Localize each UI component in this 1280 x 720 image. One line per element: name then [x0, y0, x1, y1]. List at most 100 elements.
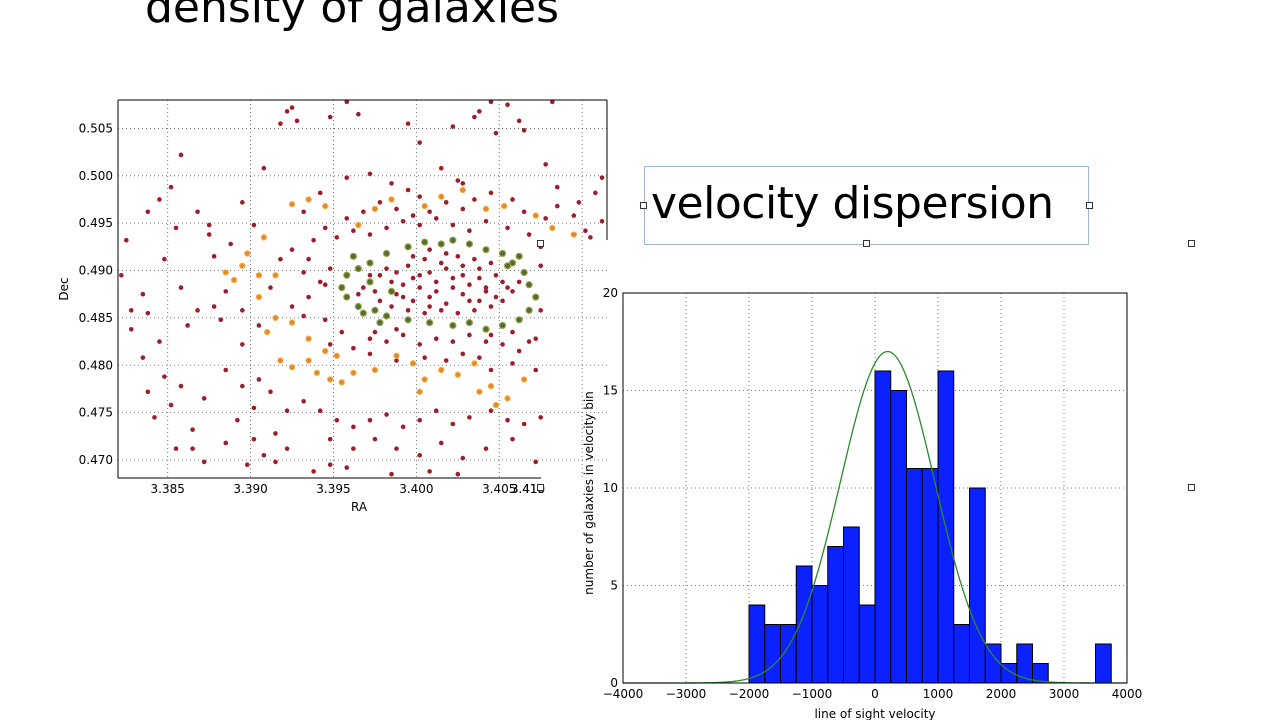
histogram-xtick-label: −3000	[666, 687, 707, 701]
histogram-xtick-label: 1000	[923, 687, 954, 701]
scatter-point-red	[394, 358, 399, 363]
scatter-point-red	[384, 266, 389, 271]
scatter-point-red	[128, 308, 134, 313]
scatter-ytick-label: 0.505	[79, 121, 113, 135]
scatter-point-red	[588, 235, 593, 240]
scatter-point-red	[294, 118, 300, 124]
scatter-xtick-label: 3.410	[511, 482, 545, 496]
image-handle-top-right[interactable]	[1188, 240, 1195, 247]
scatter-point-red	[455, 310, 461, 316]
scatter-point-red	[361, 209, 366, 215]
scatter-point-red	[317, 190, 323, 196]
textbox-handle-left[interactable]	[640, 202, 647, 209]
scatter-point-orange	[502, 203, 507, 209]
scatter-point-red	[533, 459, 539, 465]
scatter-point-red	[384, 225, 389, 231]
scatter-point-red	[356, 111, 361, 117]
scatter-point-red	[467, 415, 472, 420]
scatter-points	[119, 100, 605, 477]
scatter-point-red	[327, 266, 333, 271]
scatter-point-orange	[261, 235, 267, 240]
scatter-point-orange	[389, 197, 394, 202]
scatter-point-red	[311, 469, 316, 474]
scatter-point-red	[467, 282, 472, 288]
scatter-point-red	[240, 342, 245, 347]
scatter-point-red	[443, 266, 449, 271]
scatter-point-red	[543, 216, 548, 221]
scatter-point-orange	[223, 270, 228, 275]
velocity-textbox-text[interactable]: velocity dispersion	[651, 178, 1054, 229]
scatter-point-red	[533, 336, 539, 342]
scatter-point-red	[389, 279, 394, 285]
scatter-point-red	[410, 298, 416, 304]
scatter-point-red	[460, 181, 466, 186]
scatter-point-red	[433, 289, 439, 294]
scatter-point-red	[477, 266, 482, 271]
scatter-point-red	[417, 140, 422, 145]
scatter-point-red	[173, 446, 179, 451]
scatter-point-red	[301, 313, 306, 319]
scatter-point-red	[244, 462, 250, 468]
scatter-point-red	[571, 213, 577, 218]
scatter-point-red	[372, 436, 378, 442]
scatter-point-red	[443, 200, 449, 205]
scatter-point-red	[477, 109, 482, 114]
scatter-point-orange	[410, 361, 416, 366]
scatter-point-red	[367, 417, 373, 423]
scatter-point-red	[367, 336, 373, 342]
textbox-handle-bottom[interactable]	[863, 240, 870, 247]
scatter-point-red	[488, 100, 494, 105]
scatter-point-green	[516, 253, 522, 259]
scatter-point-red	[467, 228, 472, 234]
scatter-point-red	[460, 351, 466, 357]
scatter-point-green	[372, 307, 378, 313]
scatter-point-red	[433, 336, 439, 342]
scatter-point-red	[400, 282, 406, 288]
scatter-point-red	[483, 339, 489, 344]
scatter-ytick-label: 0.500	[79, 169, 113, 183]
scatter-point-red	[162, 374, 167, 379]
scatter-point-red	[261, 165, 267, 171]
scatter-point-red	[427, 469, 432, 474]
scatter-point-red	[268, 389, 273, 395]
scatter-point-red	[521, 209, 527, 215]
scatter-point-orange	[521, 377, 527, 382]
scatter-point-orange	[493, 402, 499, 408]
scatter-point-green	[526, 307, 532, 313]
scatter-point-red	[206, 232, 212, 237]
scatter-point-red	[327, 114, 333, 120]
scatter-point-red	[185, 323, 190, 328]
scatter-point-orange	[422, 203, 427, 209]
scatter-point-red	[438, 260, 444, 266]
scatter-point-red	[505, 102, 510, 108]
histogram-bar	[906, 468, 923, 684]
scatter-point-red	[477, 298, 482, 304]
scatter-point-red	[410, 213, 416, 218]
scatter-point-red	[576, 200, 582, 205]
scatter-point-red	[322, 282, 328, 288]
scatter-point-orange	[356, 222, 361, 228]
image-handle-mid-right[interactable]	[1188, 484, 1195, 491]
scatter-point-red	[488, 190, 494, 196]
scatter-point-red	[301, 209, 306, 215]
scatter-point-green	[483, 247, 489, 253]
image-handle-mid-left[interactable]	[537, 484, 544, 491]
scatter-point-red	[533, 367, 539, 373]
scatter-point-red	[289, 105, 295, 110]
scatter-point-red	[400, 424, 406, 430]
histogram-bar	[953, 624, 970, 684]
scatter-point-orange	[256, 294, 262, 300]
scatter-point-red	[510, 197, 515, 202]
scatter-point-orange	[439, 367, 444, 373]
scatter-point-red	[472, 308, 477, 313]
scatter-ytick-label: 0.490	[79, 264, 113, 278]
scatter-point-orange	[306, 197, 311, 202]
scatter-point-green	[500, 323, 505, 328]
image-handle-top-left[interactable]	[537, 240, 544, 247]
scatter-point-red	[500, 298, 505, 304]
histogram-bar	[921, 468, 939, 684]
scatter-point-green	[355, 266, 361, 272]
textbox-handle-right[interactable]	[1086, 202, 1093, 209]
scatter-point-red	[438, 308, 444, 313]
